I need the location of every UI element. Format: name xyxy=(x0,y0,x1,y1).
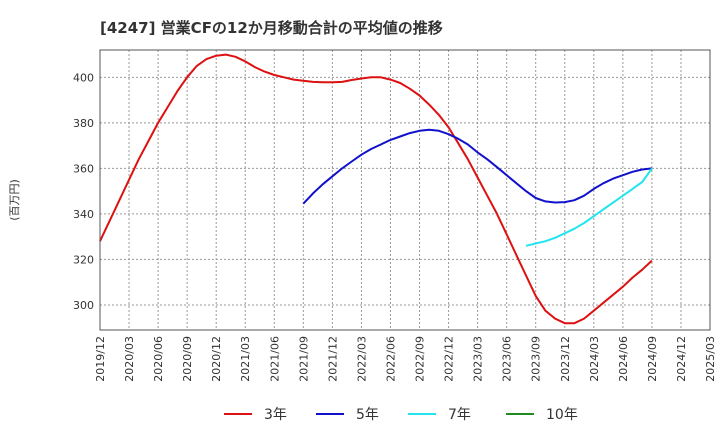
y-tick-label: 360 xyxy=(73,162,94,175)
x-tick-labels: 2019/12 2020/03 2020/06 2020/09 2020/12 2021/… xyxy=(94,336,717,382)
y-tick-labels: 300 320 340 360 380 400 xyxy=(73,71,94,312)
y-axis-label: (百万円) xyxy=(8,179,21,221)
x-tick-label: 2019/12 xyxy=(94,336,107,382)
x-tick-label: 2023/09 xyxy=(530,336,543,382)
y-tick-label: 380 xyxy=(73,117,94,130)
x-tick-label: 2021/03 xyxy=(239,336,252,382)
series-line xyxy=(302,128,653,205)
x-tick-label: 2022/12 xyxy=(443,336,456,382)
x-tick-label: 2020/12 xyxy=(210,336,223,382)
series-lines xyxy=(99,53,653,325)
y-tick-label: 400 xyxy=(73,71,94,84)
x-tick-label: 2025/03 xyxy=(704,336,717,382)
x-tick-label: 2020/09 xyxy=(181,336,194,382)
x-tick-label: 2021/06 xyxy=(268,336,281,382)
legend-label: 3年 xyxy=(264,407,287,423)
legend-label: 5年 xyxy=(356,407,379,423)
series-line xyxy=(525,167,653,247)
x-tick-label: 2022/06 xyxy=(384,336,397,382)
x-tick-label: 2024/03 xyxy=(588,336,601,382)
x-tick-label: 2023/12 xyxy=(559,336,572,382)
x-tick-label: 2023/06 xyxy=(501,336,514,382)
y-tick-label: 300 xyxy=(73,299,94,312)
y-tick-label: 320 xyxy=(73,253,94,266)
x-tick-label: 2020/03 xyxy=(123,336,136,382)
x-tick-label: 2024/06 xyxy=(617,336,630,382)
x-tick-label: 2021/09 xyxy=(297,336,310,382)
legend: 3年 5年 7年 10年 xyxy=(224,407,578,423)
x-tick-label: 2020/06 xyxy=(152,336,165,382)
x-tick-label: 2022/03 xyxy=(355,336,368,382)
legend-label: 7年 xyxy=(448,407,471,423)
grid xyxy=(99,50,711,330)
x-tick-label: 2024/12 xyxy=(675,336,688,382)
x-tick-label: 2023/03 xyxy=(472,336,485,382)
plot-border xyxy=(99,49,711,331)
legend-label: 10年 xyxy=(546,407,578,423)
x-tick-label: 2024/09 xyxy=(646,336,659,382)
series-line xyxy=(99,53,653,325)
y-tick-label: 340 xyxy=(73,208,94,221)
chart-title: [4247] 営業CFの12か月移動合計の平均値の推移 xyxy=(100,19,443,37)
x-tick-label: 2022/09 xyxy=(414,336,427,382)
x-tick-label: 2021/12 xyxy=(326,336,339,382)
